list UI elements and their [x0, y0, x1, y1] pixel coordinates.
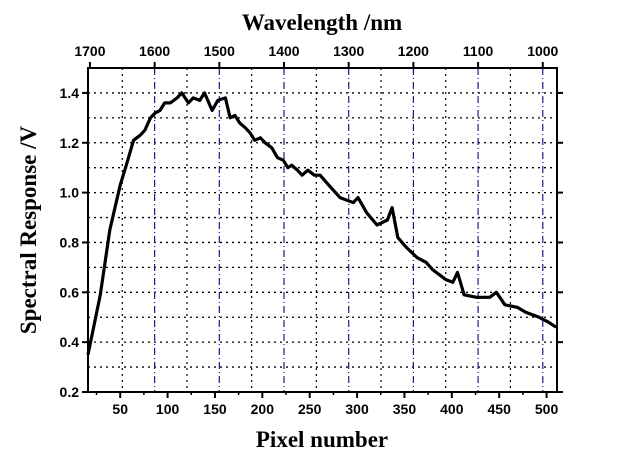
x2-tick-label: 1700	[74, 43, 105, 59]
x-tick-label: 500	[535, 401, 559, 417]
x2-tick-label: 1500	[204, 43, 235, 59]
y-tick-label: 1.4	[60, 85, 80, 101]
x-tick-label: 400	[440, 401, 464, 417]
plot-frame	[87, 67, 558, 393]
y-tick-label: 0.8	[60, 234, 80, 250]
grid	[88, 68, 557, 392]
y-tick-label: 1.2	[60, 135, 80, 151]
y-tick-label: 0.6	[60, 284, 80, 300]
y-axis-label: Spectral Response /V	[16, 125, 41, 334]
axes: 50 100 150 200 250 300 350 400 450 500 1700 1600 150…	[60, 43, 563, 417]
x-tick-label: 50	[112, 401, 128, 417]
x-tick-label: 200	[251, 401, 275, 417]
x-axis-label: Pixel number	[256, 427, 388, 452]
x-tick-label: 250	[298, 401, 322, 417]
x-tick-label: 350	[393, 401, 417, 417]
x2-tick-label: 1100	[463, 43, 494, 59]
x-tick-label: 300	[345, 401, 369, 417]
x2-tick-label: 1600	[139, 43, 170, 59]
y-tick-label: 0.2	[60, 384, 80, 400]
y-tick-label: 0.4	[60, 334, 80, 350]
x2-tick-label: 1400	[268, 43, 299, 59]
x2-tick-label: 1300	[333, 43, 364, 59]
x2-tick-label: 1000	[527, 43, 558, 59]
x-tick-label: 100	[156, 401, 180, 417]
series-line-spectral-response	[86, 91, 557, 355]
y-tick-label: 1.0	[60, 185, 80, 201]
top-axis-label: Wavelength /nm	[242, 10, 402, 35]
x-tick-label: 450	[488, 401, 512, 417]
x-tick-label: 150	[203, 401, 227, 417]
x2-tick-label: 1200	[398, 43, 429, 59]
